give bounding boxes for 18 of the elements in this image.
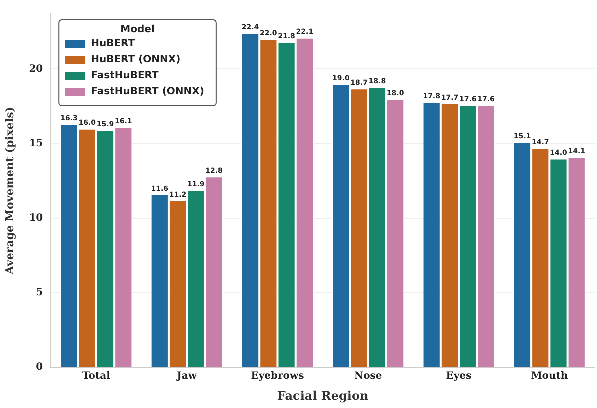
- y-axis-title: Average Movement (pixels): [3, 107, 16, 276]
- legend-title: Model: [120, 24, 155, 36]
- legend-label: HuBERT: [91, 38, 136, 50]
- x-tick-label: Nose: [354, 371, 382, 382]
- legend-label: FastHuBERT (ONNX): [91, 86, 204, 98]
- y-tick-label: 0: [36, 362, 44, 374]
- y-tick-label: 15: [29, 138, 44, 150]
- legend-label: FastHuBERT: [91, 70, 160, 82]
- x-tick-label: Total: [82, 371, 111, 382]
- x-tick-label: Mouth: [531, 371, 569, 382]
- y-tick-label: 5: [36, 288, 44, 299]
- x-axis-title: Facial Region: [277, 388, 369, 403]
- legend-label: HuBERT (ONNX): [91, 54, 181, 66]
- x-tick-label: Eyebrows: [251, 371, 305, 382]
- x-tick-label: Jaw: [176, 371, 198, 382]
- y-tick-label: 20: [29, 64, 44, 75]
- x-tick-label: Eyes: [446, 371, 472, 382]
- y-tick-label: 10: [29, 212, 44, 224]
